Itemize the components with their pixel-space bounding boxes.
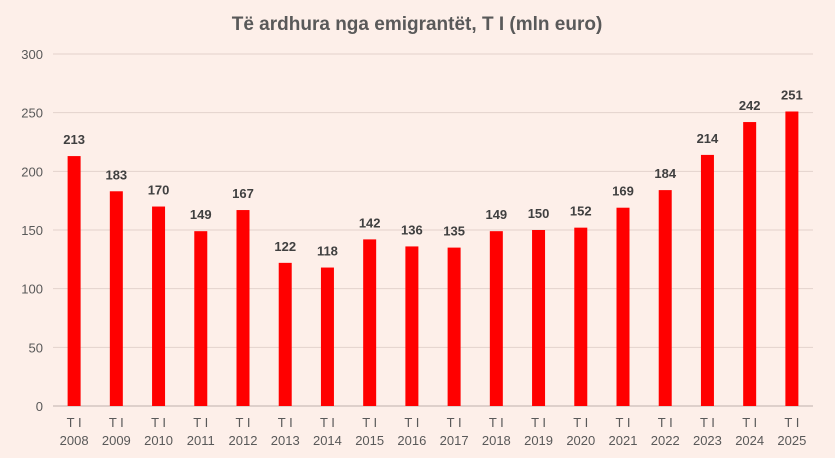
data-label: 169: [612, 184, 634, 199]
x-tick-label-year: 2014: [313, 433, 342, 448]
bar: [109, 191, 123, 406]
x-tick-label-year: 2011: [187, 433, 215, 448]
data-label: 214: [697, 131, 719, 146]
bars: [67, 111, 799, 406]
x-tick-label-quarter: T I: [236, 415, 251, 430]
x-tick-label-quarter: T I: [742, 415, 757, 430]
data-label: 142: [359, 215, 381, 230]
x-tick-label-quarter: T I: [320, 415, 335, 430]
data-label: 251: [781, 87, 803, 102]
x-tick-label-quarter: T I: [151, 415, 166, 430]
data-label: 213: [63, 132, 85, 147]
data-label: 118: [317, 244, 338, 259]
y-tick-label: 150: [21, 223, 43, 238]
x-tick-label-year: 2021: [609, 433, 638, 448]
data-label: 167: [232, 186, 254, 201]
y-tick-label: 50: [29, 340, 43, 355]
bar: [489, 231, 503, 406]
bar: [67, 156, 81, 406]
x-tick-label-year: 2015: [355, 433, 384, 448]
x-tick-label-year: 2016: [397, 433, 426, 448]
x-tick-label-year: 2009: [102, 433, 131, 448]
bar: [236, 210, 250, 406]
bar: [616, 207, 630, 406]
x-tick-label-year: 2012: [229, 433, 258, 448]
x-tick-label-year: 2025: [777, 433, 806, 448]
data-label: 122: [274, 239, 296, 254]
grid-layer: [53, 53, 813, 407]
x-tick-label-quarter: T I: [616, 415, 631, 430]
x-tick-label-year: 2013: [271, 433, 300, 448]
data-label: 136: [401, 222, 423, 237]
x-tick-label-year: 2018: [482, 433, 511, 448]
bar: [320, 267, 334, 406]
x-tick-label-quarter: T I: [404, 415, 419, 430]
bar: [363, 239, 377, 406]
data-labels: 213 183 170 149 167 122 118 142 136 135 149 150 152 1…: [63, 87, 802, 258]
x-tick-label-quarter: T I: [573, 415, 588, 430]
x-tick-label-quarter: T I: [658, 415, 673, 430]
bar: [152, 206, 166, 406]
x-tick-label-quarter: T I: [784, 415, 799, 430]
y-tick-label: 100: [21, 282, 43, 297]
bar: [532, 230, 546, 406]
data-label: 149: [485, 207, 507, 222]
chart-title: Të ardhura nga emigrantët, T I (mln euro…: [232, 14, 603, 35]
data-label: 149: [190, 207, 212, 222]
bar: [658, 190, 672, 406]
data-label: 170: [148, 183, 170, 198]
x-axis: T I 2008 T I 2009 T I 2010 T I 2011 T I 2012 T I 20…: [60, 415, 807, 448]
x-tick-label-quarter: T I: [489, 415, 504, 430]
bar: [194, 231, 208, 406]
x-tick-label-year: 2010: [144, 433, 173, 448]
x-tick-label-quarter: T I: [447, 415, 462, 430]
x-tick-label-year: 2023: [693, 433, 722, 448]
x-tick-label-quarter: T I: [193, 415, 208, 430]
data-label: 183: [105, 167, 127, 182]
x-tick-label-quarter: T I: [278, 415, 293, 430]
bar: [447, 247, 461, 406]
bar: [785, 111, 799, 406]
x-tick-label-year: 2017: [440, 433, 469, 448]
y-tick-label: 0: [36, 399, 43, 414]
x-tick-label-quarter: T I: [531, 415, 546, 430]
x-tick-label-quarter: T I: [109, 415, 124, 430]
x-tick-label-year: 2024: [735, 433, 764, 448]
x-tick-label-year: 2020: [566, 433, 595, 448]
y-tick-label: 300: [21, 47, 43, 62]
bar: [743, 122, 757, 406]
x-tick-label-quarter: T I: [67, 415, 82, 430]
x-tick-label-quarter: T I: [700, 415, 715, 430]
bar: [574, 227, 588, 406]
x-tick-label-year: 2022: [651, 433, 680, 448]
y-tick-label: 250: [21, 106, 43, 121]
data-label: 242: [739, 98, 761, 113]
data-label: 152: [570, 204, 592, 219]
x-tick-label-year: 2008: [60, 433, 89, 448]
data-label: 184: [654, 166, 676, 181]
bar: [700, 154, 714, 406]
bar: [278, 262, 292, 406]
bar: [405, 246, 419, 406]
y-axis: 0 50 100 150 200 250 300: [21, 47, 43, 414]
x-tick-label-quarter: T I: [362, 415, 377, 430]
x-tick-label-year: 2019: [524, 433, 553, 448]
y-tick-label: 200: [21, 164, 43, 179]
data-label: 135: [443, 224, 465, 239]
data-label: 150: [528, 206, 550, 221]
